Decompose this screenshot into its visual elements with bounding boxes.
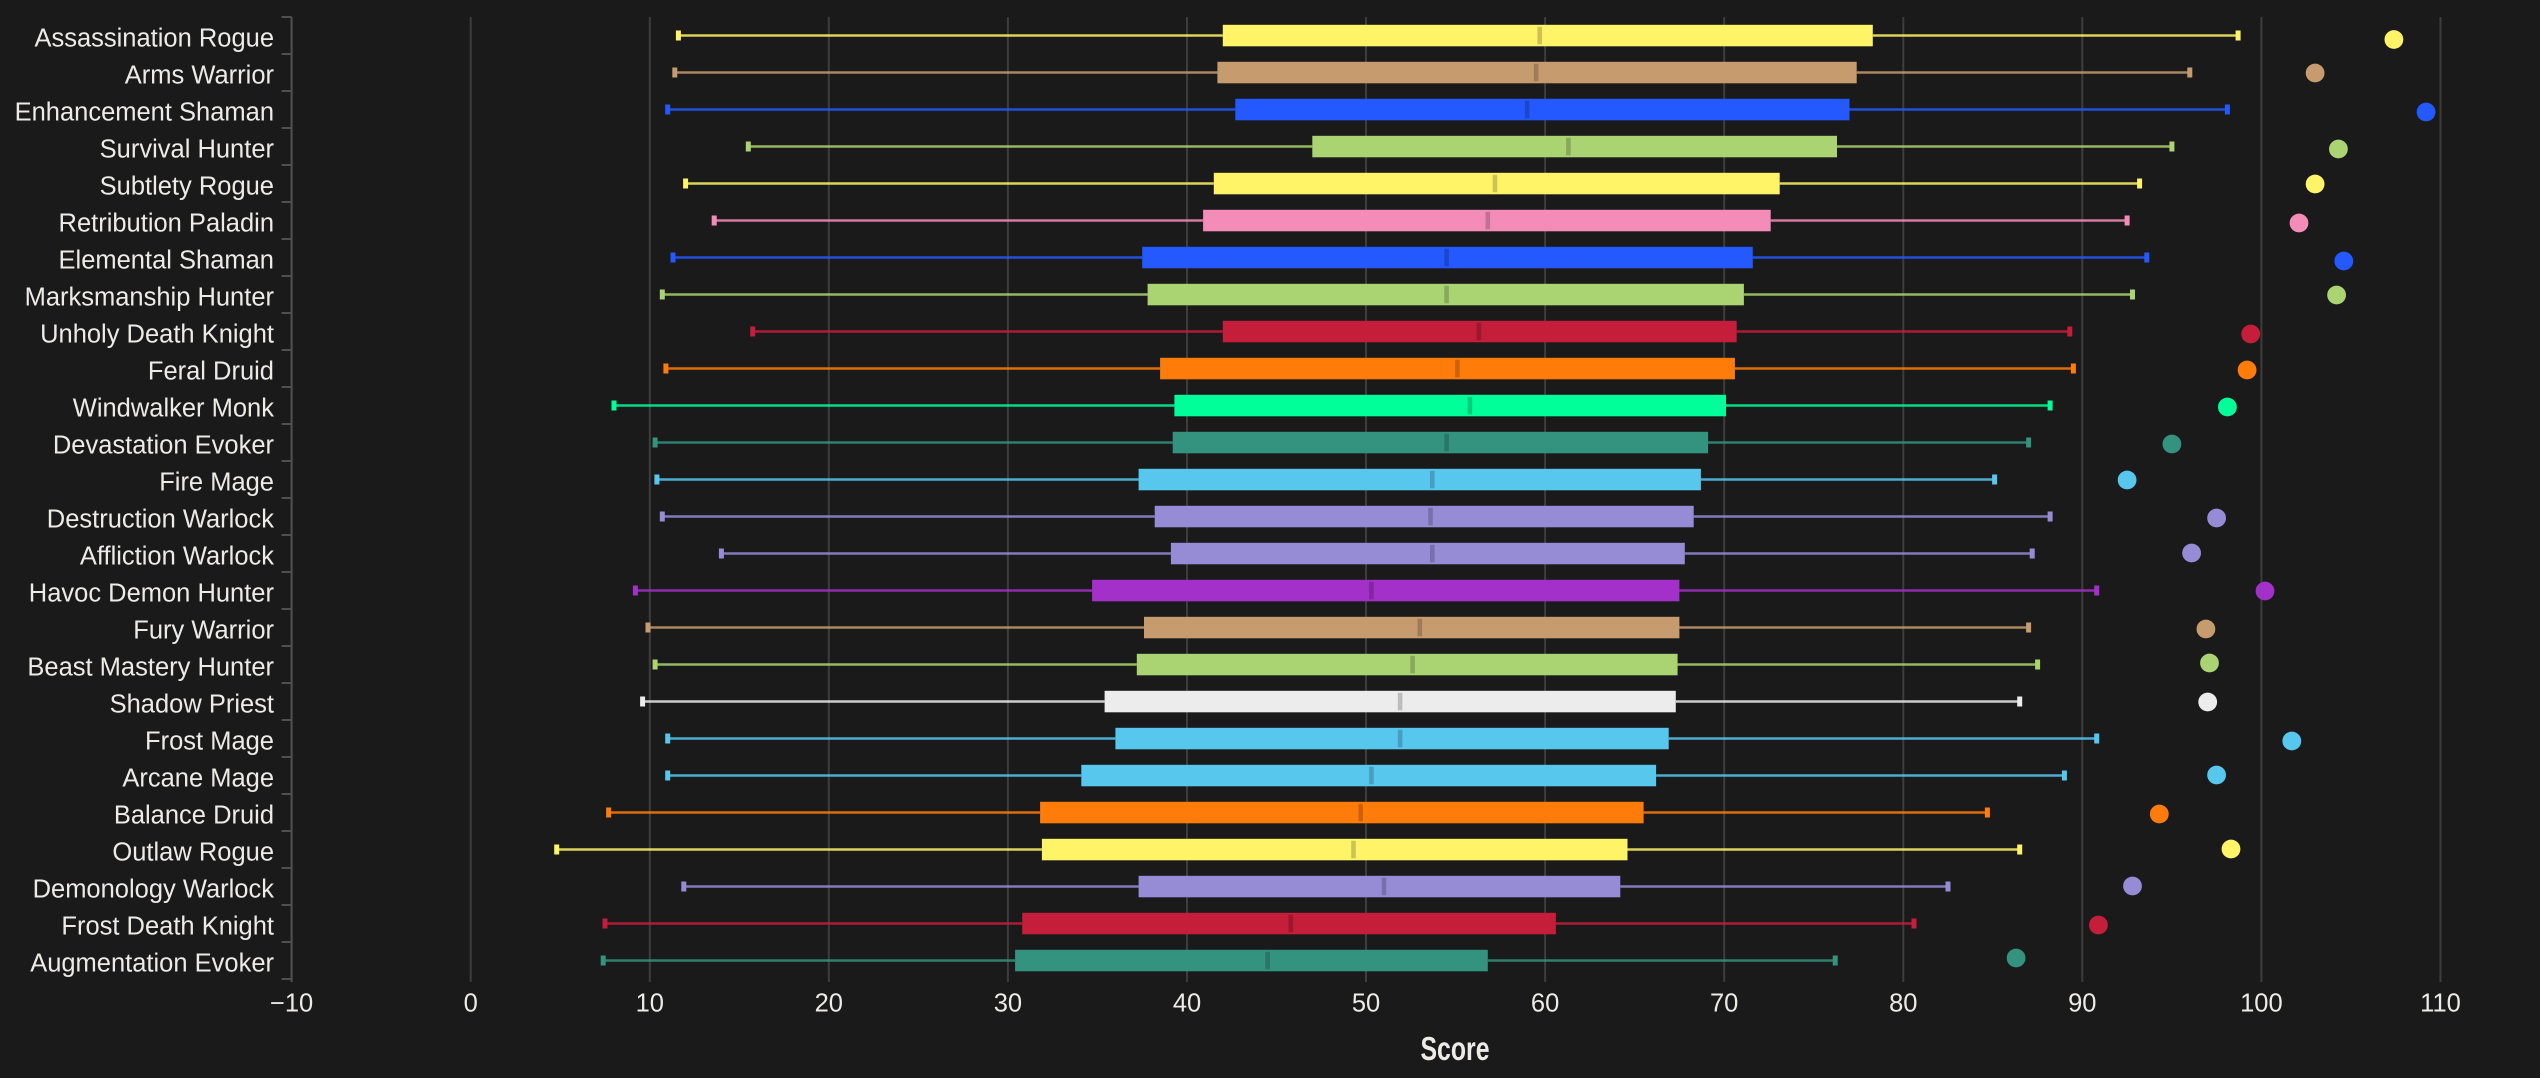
svg-text:20: 20 [815, 990, 843, 1018]
svg-text:Marksmanship Hunter: Marksmanship Hunter [25, 284, 275, 312]
svg-text:Survival Hunter: Survival Hunter [100, 136, 275, 164]
svg-text:Shadow Priest: Shadow Priest [110, 691, 274, 719]
svg-text:Assassination Rogue: Assassination Rogue [34, 25, 274, 53]
svg-text:Havoc Demon Hunter: Havoc Demon Hunter [29, 580, 275, 608]
svg-text:100: 100 [2240, 990, 2283, 1018]
svg-text:Arcane Mage: Arcane Mage [122, 765, 274, 793]
svg-text:Beast Mastery Hunter: Beast Mastery Hunter [27, 654, 274, 682]
svg-text:Outlaw Rogue: Outlaw Rogue [112, 839, 274, 867]
svg-text:Feral Druid: Feral Druid [148, 358, 274, 386]
svg-text:Elemental Shaman: Elemental Shaman [59, 247, 274, 275]
svg-text:Score: Score [1421, 1030, 1490, 1067]
svg-text:60: 60 [1531, 990, 1559, 1018]
svg-text:Augmentation Evoker: Augmentation Evoker [30, 950, 274, 978]
svg-text:30: 30 [994, 990, 1022, 1018]
svg-text:−10: −10 [270, 990, 313, 1018]
svg-text:Devastation Evoker: Devastation Evoker [53, 432, 275, 460]
svg-text:Retribution Paladin: Retribution Paladin [59, 210, 274, 238]
svg-text:Subtlety Rogue: Subtlety Rogue [100, 173, 274, 201]
svg-text:Fury Warrior: Fury Warrior [133, 617, 274, 645]
svg-text:Frost Mage: Frost Mage [145, 728, 274, 756]
svg-text:Destruction Warlock: Destruction Warlock [47, 506, 274, 534]
svg-text:40: 40 [1173, 990, 1201, 1018]
svg-text:Unholy Death Knight: Unholy Death Knight [40, 321, 274, 349]
svg-text:Fire Mage: Fire Mage [159, 469, 274, 497]
svg-text:70: 70 [1710, 990, 1738, 1018]
svg-text:50: 50 [1352, 990, 1380, 1018]
svg-text:10: 10 [636, 990, 664, 1018]
svg-text:Demonology Warlock: Demonology Warlock [33, 876, 275, 904]
svg-text:0: 0 [464, 990, 478, 1018]
svg-text:Affliction Warlock: Affliction Warlock [80, 543, 274, 571]
svg-text:Windwalker Monk: Windwalker Monk [73, 395, 274, 423]
svg-text:Balance Druid: Balance Druid [114, 802, 274, 830]
svg-text:Arms Warrior: Arms Warrior [125, 62, 275, 90]
svg-text:90: 90 [2068, 990, 2096, 1018]
svg-text:Frost Death Knight: Frost Death Knight [61, 913, 274, 941]
svg-text:110: 110 [2420, 990, 2461, 1018]
svg-text:Enhancement Shaman: Enhancement Shaman [15, 99, 274, 127]
svg-text:80: 80 [1889, 990, 1917, 1018]
